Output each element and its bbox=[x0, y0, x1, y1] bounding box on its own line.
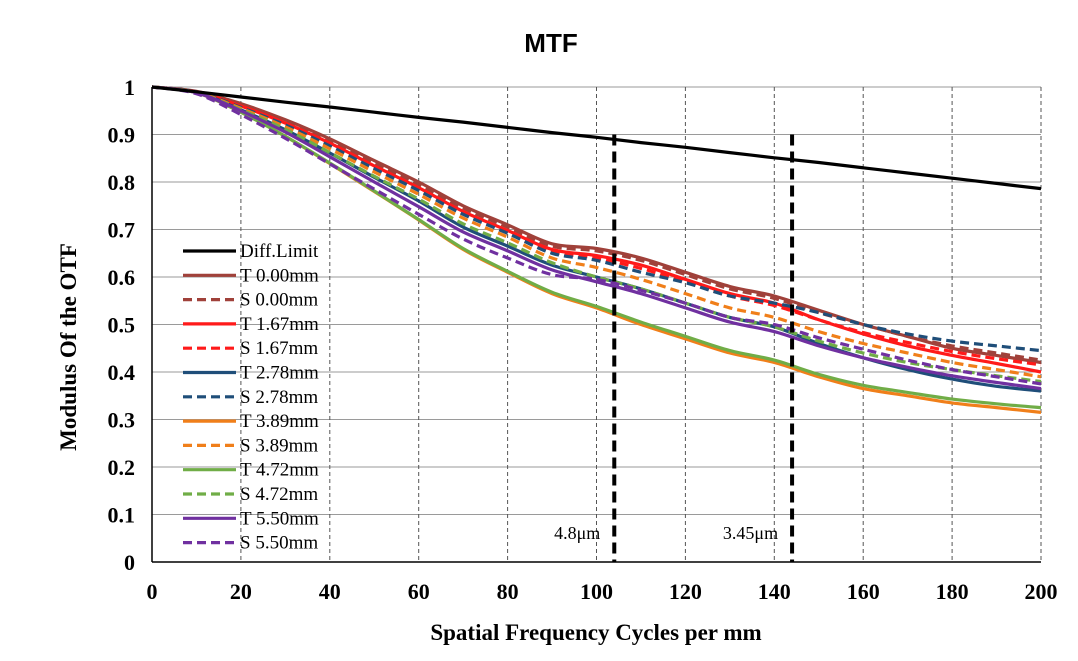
legend-label-t-3-89mm: T 3.89mm bbox=[240, 411, 319, 432]
series-line-s-3-89mm bbox=[151, 85, 1042, 379]
y-tick-label-5: 0.5 bbox=[108, 313, 136, 338]
legend-label-s-3-89mm: S 3.89mm bbox=[240, 435, 318, 456]
series-line-s-1-67mm bbox=[151, 85, 1042, 367]
x-tick-label-2: 40 bbox=[319, 579, 341, 604]
legend-label-s-1-67mm: S 1.67mm bbox=[240, 338, 318, 359]
y-tick-label-8: 0.8 bbox=[108, 170, 136, 195]
y-tick-label-6: 0.6 bbox=[108, 265, 136, 290]
x-axis-label: Spatial Frequency Cycles per mm bbox=[430, 620, 761, 645]
series-line-diff-limit bbox=[151, 85, 1042, 191]
legend-label-s-0-00mm: S 0.00mm bbox=[240, 290, 318, 311]
series-line-s-0-00mm bbox=[151, 85, 1042, 362]
series-lines bbox=[151, 85, 1042, 414]
series-line-s-5-50mm bbox=[151, 85, 1042, 386]
x-tick-label-7: 140 bbox=[758, 579, 791, 604]
legend-label-t-4-72mm: T 4.72mm bbox=[240, 460, 319, 481]
x-tick-label-0: 0 bbox=[147, 579, 158, 604]
legend: Diff.Limit T 0.00mm S 0.00mm T 1.67mm S 1.67… bbox=[183, 241, 319, 554]
legend-label-s-2-78mm: S 2.78mm bbox=[240, 387, 318, 408]
x-tick-label-5: 100 bbox=[580, 579, 613, 604]
legend-label-t-2-78mm: T 2.78mm bbox=[240, 363, 319, 384]
frequency-markers: 4.8μm 3.45μm bbox=[554, 134, 795, 562]
chart-title: MTF bbox=[524, 28, 577, 58]
x-tick-label-1: 20 bbox=[230, 579, 252, 604]
series-line-s-4-72mm bbox=[151, 85, 1042, 384]
y-tick-label-10: 1 bbox=[124, 75, 135, 100]
x-tick-label-8: 160 bbox=[847, 579, 880, 604]
x-tick-label-4: 80 bbox=[497, 579, 519, 604]
x-tick-label-9: 180 bbox=[936, 579, 969, 604]
y-axis-label: Modulus Of the OTF bbox=[56, 243, 81, 451]
y-tick-label-3: 0.3 bbox=[108, 408, 136, 433]
y-tick-label-4: 0.4 bbox=[108, 360, 136, 385]
y-tick-label-1: 0.1 bbox=[108, 503, 136, 528]
x-tick-label-6: 120 bbox=[669, 579, 702, 604]
y-tick-label-9: 0.9 bbox=[108, 123, 136, 148]
series-line-s-2-78mm bbox=[151, 85, 1042, 353]
series-line-t-1-67mm bbox=[151, 85, 1042, 374]
x-tick-label-10: 200 bbox=[1025, 579, 1058, 604]
axes: 0 20 40 60 80 100 120 140 160 180 200 0 0.1 0.2 0.3 0.4… bbox=[108, 75, 1058, 604]
y-tick-label-7: 0.7 bbox=[108, 218, 136, 243]
legend-label-t-5-50mm: T 5.50mm bbox=[240, 508, 319, 529]
marker-label-2: 3.45μm bbox=[723, 523, 778, 543]
legend-label-t-1-67mm: T 1.67mm bbox=[240, 314, 319, 335]
marker-label-1: 4.8μm bbox=[554, 523, 600, 543]
y-tick-label-0: 0 bbox=[124, 550, 135, 575]
legend-label-diff-limit: Diff.Limit bbox=[240, 241, 319, 262]
legend-label-s-5-50mm: S 5.50mm bbox=[240, 533, 318, 554]
series-line-t-5-50mm bbox=[151, 85, 1042, 391]
x-tick-label-3: 60 bbox=[408, 579, 430, 604]
legend-label-s-4-72mm: S 4.72mm bbox=[240, 484, 318, 505]
y-tick-label-2: 0.2 bbox=[108, 455, 136, 480]
legend-label-t-0-00mm: T 0.00mm bbox=[240, 265, 319, 286]
